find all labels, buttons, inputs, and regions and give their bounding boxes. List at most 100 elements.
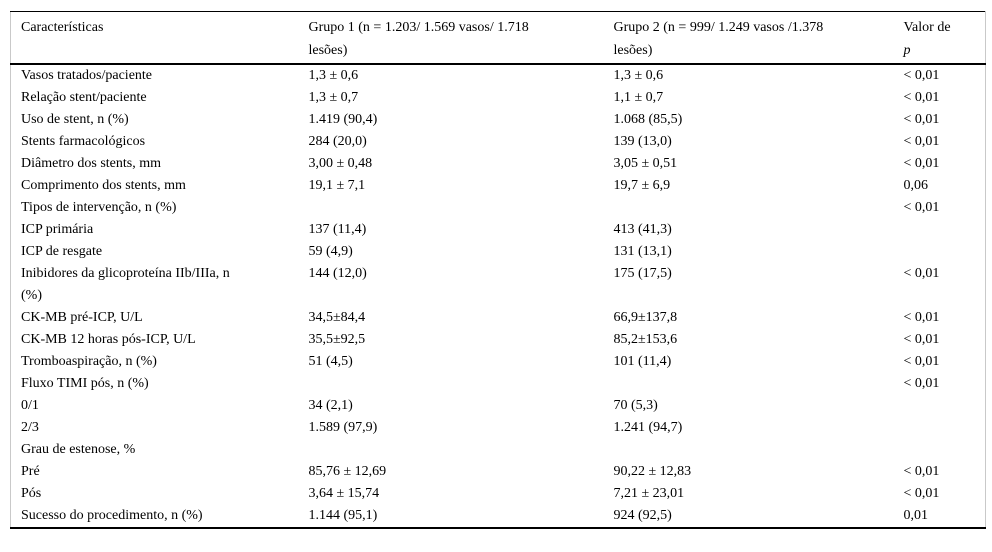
table-row: CK-MB 12 horas pós-ICP, U/L 35,5±92,5 85,2… (11, 329, 986, 351)
group1-value-cell (309, 197, 614, 219)
table-row: Vasos tratados/paciente 1,3 ± 0,6 1,3 ± 0,… (11, 64, 986, 87)
paper-page: Características Grupo 1 (n = 1.203/ 1.56… (0, 11, 992, 552)
group1-value-cell (309, 439, 614, 461)
p-value-cell: < 0,01 (903, 90, 940, 105)
group2-value-cell (614, 373, 904, 395)
group2-value-cell: 924 (92,5) (613, 508, 672, 523)
group2-value-cell (614, 197, 904, 219)
table-row: Uso de stent, n (%) 1.419 (90,4) 1.068 (85… (11, 109, 986, 131)
header-group1-line1: Grupo 1 (n = 1.203/ 1.569 vasos/ 1.718 (308, 20, 529, 35)
group1-value-cell: 19,1 ± 7,1 (308, 178, 366, 193)
group2-value-cell: 85,2±153,6 (613, 332, 678, 347)
group2-value-cell: 413 (41,3) (613, 222, 672, 237)
characteristic-cell: Pós (21, 486, 42, 501)
table-row: CK-MB pré-ICP, U/L 34,5±84,4 66,9±137,8 < 0… (11, 307, 986, 329)
table-row: Fluxo TIMI pós, n (%) < 0,01 (11, 373, 986, 395)
table-row: 0/1 34 (2,1) 70 (5,3) (11, 395, 986, 417)
characteristic-cell: Sucesso do procedimento, n (%) (21, 508, 203, 523)
p-value-cell: < 0,01 (903, 134, 940, 149)
table-row: ICP primária 137 (11,4) 413 (41,3) (11, 219, 986, 241)
p-value-cell: < 0,01 (903, 310, 940, 325)
table-row: Sucesso do procedimento, n (%) 1.144 (95,… (11, 505, 986, 528)
p-value-cell: < 0,01 (903, 332, 940, 347)
group1-value-cell: 1.144 (95,1) (308, 508, 378, 523)
group1-value-cell: 284 (20,0) (308, 134, 367, 149)
table-row: Diâmetro dos stents, mm 3,00 ± 0,48 3,05 ±… (11, 153, 986, 175)
characteristic-cell: Pré (21, 464, 40, 479)
group2-value-cell: 139 (13,0) (613, 134, 672, 149)
group1-value-cell: 1.419 (90,4) (308, 112, 378, 127)
p-value-cell: < 0,01 (903, 156, 940, 171)
header-group2-line1: Grupo 2 (n = 999/ 1.249 vasos /1.378 (613, 20, 824, 35)
group2-value-cell (614, 439, 904, 461)
p-value-cell: < 0,01 (903, 376, 940, 391)
group2-value-cell: 66,9±137,8 (613, 310, 678, 325)
header-p-value-symbol: p (903, 43, 911, 58)
group2-value-cell: 1.241 (94,7) (613, 420, 683, 435)
header-group1: Grupo 1 (n = 1.203/ 1.569 vasos/ 1.718 l… (308, 11, 614, 65)
header-p-value-line1: Valor de (903, 20, 951, 35)
characteristic-cell: Relação stent/paciente (21, 90, 147, 105)
group1-value-cell: 3,00 ± 0,48 (308, 156, 373, 171)
group1-value-cell: 35,5±92,5 (308, 332, 366, 347)
group2-value-cell: 131 (13,1) (613, 244, 672, 259)
group1-value-cell: 144 (12,0) (308, 266, 367, 281)
p-value-cell: 0,06 (903, 178, 929, 193)
characteristic-cell: Diâmetro dos stents, mm (21, 156, 161, 171)
characteristic-cell: Fluxo TIMI pós, n (%) (21, 376, 149, 391)
characteristic-cell: Tromboaspiração, n (%) (21, 354, 157, 369)
characteristic-cell: Grau de estenose, % (21, 442, 136, 457)
p-value-cell (904, 417, 986, 439)
table-body: Vasos tratados/paciente 1,3 ± 0,6 1,3 ± 0,… (11, 64, 986, 528)
p-value-cell (904, 241, 986, 263)
p-value-cell (904, 439, 986, 461)
group2-value-cell: 101 (11,4) (613, 354, 672, 369)
group2-value-cell: 1.068 (85,5) (613, 112, 683, 127)
table-row: 2/3 1.589 (97,9) 1.241 (94,7) (11, 417, 986, 439)
characteristics-table: Características Grupo 1 (n = 1.203/ 1.56… (10, 11, 986, 529)
table-row: Stents farmacológicos 284 (20,0) 139 (13,0… (11, 131, 986, 153)
group1-value-cell: 34,5±84,4 (308, 310, 366, 325)
table-row: Pré 85,76 ± 12,69 90,22 ± 12,83 < 0,01 (11, 461, 986, 483)
table-row: Grau de estenose, % (11, 439, 986, 461)
group2-value-cell: 7,21 ± 23,01 (613, 486, 685, 501)
header-row: Características Grupo 1 (n = 1.203/ 1.56… (10, 11, 986, 65)
group1-value-cell: 3,64 ± 15,74 (308, 486, 380, 501)
characteristic-cell-line2: (%) (21, 288, 42, 303)
group1-value-cell: 1,3 ± 0,7 (308, 90, 359, 105)
p-value-cell: < 0,01 (903, 464, 940, 479)
p-value-cell: < 0,01 (903, 354, 940, 369)
characteristic-cell: Stents farmacológicos (21, 134, 146, 149)
table-row: Tromboaspiração, n (%) 51 (4,5) 101 (11,4)… (11, 351, 986, 373)
characteristic-cell: Inibidores da glicoproteína IIb/IIIa, n(… (21, 266, 230, 303)
group2-value-cell: 1,1 ± 0,7 (613, 90, 664, 105)
table-row: Pós 3,64 ± 15,74 7,21 ± 23,01 < 0,01 (11, 483, 986, 505)
p-value-cell: < 0,01 (903, 68, 940, 83)
p-value-cell: < 0,01 (903, 266, 940, 281)
header-group1-line2: lesões) (308, 43, 348, 58)
group2-value-cell: 70 (5,3) (613, 398, 658, 413)
table-header: Características Grupo 1 (n = 1.203/ 1.56… (10, 11, 986, 65)
group2-value-cell: 3,05 ± 0,51 (613, 156, 678, 171)
header-group2-line2: lesões) (613, 43, 653, 58)
group2-value-cell: 90,22 ± 12,83 (613, 464, 692, 479)
characteristic-cell: ICP primária (21, 222, 94, 237)
header-group2: Grupo 2 (n = 999/ 1.249 vasos /1.378 les… (613, 11, 904, 65)
p-value-cell: 0,01 (903, 508, 929, 523)
group1-value-cell: 85,76 ± 12,69 (308, 464, 387, 479)
group2-value-cell: 1,3 ± 0,6 (613, 68, 664, 83)
table-row: Comprimento dos stents, mm 19,1 ± 7,1 19,7… (11, 175, 986, 197)
group1-value-cell: 1,3 ± 0,6 (308, 68, 359, 83)
group1-value-cell: 137 (11,4) (308, 222, 367, 237)
group1-value-cell: 59 (4,9) (308, 244, 353, 259)
p-value-cell (904, 395, 986, 417)
characteristic-cell: Comprimento dos stents, mm (21, 178, 186, 193)
group1-value-cell: 34 (2,1) (308, 398, 353, 413)
group1-value-cell (309, 373, 614, 395)
table-row: Inibidores da glicoproteína IIb/IIIa, n(… (11, 263, 986, 307)
characteristic-cell: CK-MB pré-ICP, U/L (21, 310, 143, 325)
group1-value-cell: 1.589 (97,9) (308, 420, 378, 435)
characteristic-cell: CK-MB 12 horas pós-ICP, U/L (21, 332, 196, 347)
group2-value-cell: 175 (17,5) (613, 266, 672, 281)
p-value-cell: < 0,01 (903, 112, 940, 127)
